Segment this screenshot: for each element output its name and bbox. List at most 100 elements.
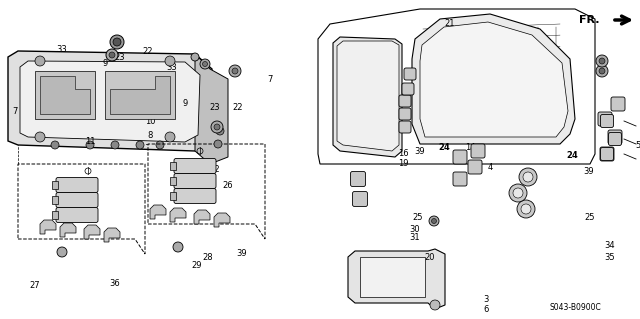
Polygon shape xyxy=(40,220,56,234)
Circle shape xyxy=(430,300,440,310)
Text: 33: 33 xyxy=(166,63,177,71)
Polygon shape xyxy=(35,71,95,119)
Text: 23: 23 xyxy=(115,53,125,62)
Circle shape xyxy=(110,35,124,49)
FancyBboxPatch shape xyxy=(56,192,98,207)
FancyBboxPatch shape xyxy=(399,95,411,107)
Circle shape xyxy=(513,188,523,198)
Text: 21: 21 xyxy=(445,19,455,28)
FancyBboxPatch shape xyxy=(468,160,482,174)
Circle shape xyxy=(86,141,94,149)
Polygon shape xyxy=(105,71,175,119)
Text: 30: 30 xyxy=(410,226,420,234)
Text: 7: 7 xyxy=(268,76,273,85)
FancyBboxPatch shape xyxy=(608,130,622,144)
FancyBboxPatch shape xyxy=(600,147,614,160)
Text: 9: 9 xyxy=(102,58,108,68)
Polygon shape xyxy=(20,61,200,142)
Circle shape xyxy=(229,65,241,77)
Text: 22: 22 xyxy=(233,103,243,113)
FancyBboxPatch shape xyxy=(600,147,614,161)
Circle shape xyxy=(57,247,67,257)
Text: 25: 25 xyxy=(585,213,595,222)
Polygon shape xyxy=(195,54,228,164)
Polygon shape xyxy=(170,177,176,185)
Polygon shape xyxy=(60,223,76,237)
Text: 8: 8 xyxy=(147,131,153,140)
Text: 24: 24 xyxy=(438,144,450,152)
FancyBboxPatch shape xyxy=(471,144,485,158)
Circle shape xyxy=(429,216,439,226)
Text: 4: 4 xyxy=(488,162,493,172)
Circle shape xyxy=(165,56,175,66)
Text: 31: 31 xyxy=(410,233,420,241)
Text: 39: 39 xyxy=(584,167,595,176)
Circle shape xyxy=(523,172,533,182)
Circle shape xyxy=(521,204,531,214)
Circle shape xyxy=(113,38,121,46)
Circle shape xyxy=(51,141,59,149)
Text: 36: 36 xyxy=(109,278,120,287)
Text: 12: 12 xyxy=(145,93,156,102)
Text: 13: 13 xyxy=(365,270,375,278)
FancyBboxPatch shape xyxy=(174,189,216,204)
Polygon shape xyxy=(40,76,90,114)
Text: 19: 19 xyxy=(397,159,408,167)
Text: 34: 34 xyxy=(605,241,615,249)
Text: 18: 18 xyxy=(493,39,503,48)
FancyBboxPatch shape xyxy=(404,68,416,80)
Polygon shape xyxy=(52,181,58,189)
Polygon shape xyxy=(84,225,100,239)
FancyBboxPatch shape xyxy=(609,132,621,145)
Polygon shape xyxy=(170,208,186,222)
Text: 20: 20 xyxy=(425,254,435,263)
Text: 11: 11 xyxy=(203,160,213,169)
Circle shape xyxy=(165,132,175,142)
Text: 27: 27 xyxy=(29,280,40,290)
FancyBboxPatch shape xyxy=(56,177,98,192)
Text: 17: 17 xyxy=(365,278,375,286)
Circle shape xyxy=(431,219,436,224)
Text: 11: 11 xyxy=(84,137,95,146)
Polygon shape xyxy=(194,210,210,224)
FancyBboxPatch shape xyxy=(598,112,612,126)
Circle shape xyxy=(35,56,45,66)
Text: 16: 16 xyxy=(397,149,408,158)
Text: FR.: FR. xyxy=(579,15,600,25)
Text: 3: 3 xyxy=(483,295,489,305)
Text: 14: 14 xyxy=(465,144,476,152)
Circle shape xyxy=(596,65,608,77)
Polygon shape xyxy=(8,51,212,151)
Circle shape xyxy=(216,127,224,135)
FancyBboxPatch shape xyxy=(399,108,411,120)
Text: 8: 8 xyxy=(42,108,47,116)
Text: 37: 37 xyxy=(527,78,538,86)
Text: 22: 22 xyxy=(143,47,153,56)
Circle shape xyxy=(202,62,207,66)
FancyBboxPatch shape xyxy=(453,172,467,186)
Text: 10: 10 xyxy=(145,117,156,127)
Polygon shape xyxy=(170,162,176,170)
Polygon shape xyxy=(214,213,230,227)
Text: 6: 6 xyxy=(483,305,489,314)
Text: 15: 15 xyxy=(493,29,503,39)
Circle shape xyxy=(232,68,238,74)
Circle shape xyxy=(109,52,115,58)
Circle shape xyxy=(111,141,119,149)
Polygon shape xyxy=(333,37,402,157)
FancyBboxPatch shape xyxy=(353,191,367,206)
Text: 23: 23 xyxy=(210,103,220,113)
Circle shape xyxy=(214,124,220,130)
Circle shape xyxy=(211,121,223,133)
Text: 29: 29 xyxy=(192,262,202,271)
Text: 24: 24 xyxy=(566,151,578,160)
FancyBboxPatch shape xyxy=(600,115,614,128)
Circle shape xyxy=(156,141,164,149)
Text: 26: 26 xyxy=(223,181,234,189)
Circle shape xyxy=(35,132,45,142)
Polygon shape xyxy=(110,76,170,114)
FancyBboxPatch shape xyxy=(56,207,98,222)
FancyBboxPatch shape xyxy=(611,97,625,111)
Text: 32: 32 xyxy=(210,166,220,174)
Text: 35: 35 xyxy=(605,253,615,262)
